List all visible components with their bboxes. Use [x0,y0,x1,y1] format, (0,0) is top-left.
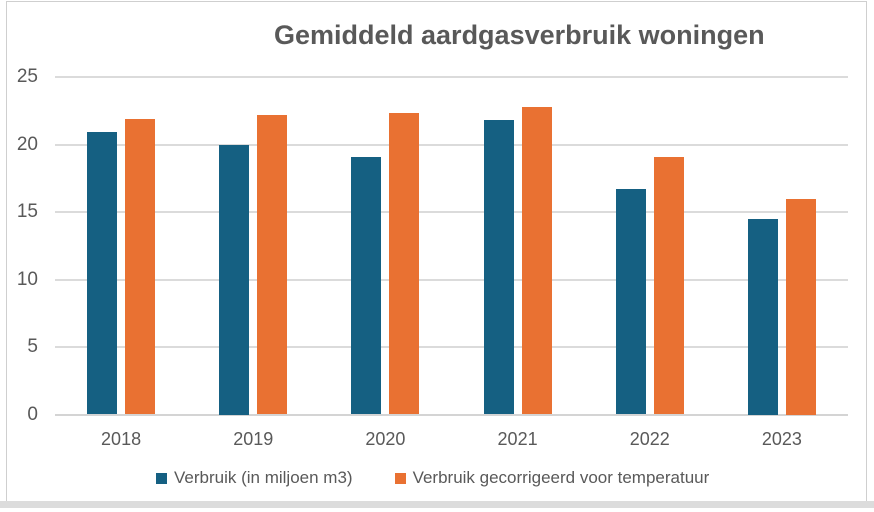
bar-2018-series1 [125,118,156,415]
x-tick-label: 2021 [497,429,538,449]
y-tick-label: 15 [16,201,38,222]
bar-2023-series0 [747,218,778,415]
gridline [55,143,848,146]
gridline [55,278,848,281]
bar-2022-series0 [615,189,646,415]
bar-2018-series0 [87,132,118,415]
bar-2019-series1 [257,114,288,415]
x-tick-label: 2022 [629,429,670,449]
bar-2021-series1 [521,106,552,415]
chart-title: Gemiddeld aardgasverbruik woningen [274,20,765,50]
bar-2022-series1 [653,156,684,415]
x-axis-line [55,413,848,416]
y-tick-label: 20 [16,133,38,155]
bar-2020-series0 [351,156,382,415]
bar-2020-series1 [389,113,420,415]
y-tick-label: 10 [16,268,38,290]
x-tick-label: 2018 [101,429,142,449]
legend-item-gecorrigeerd: Verbruik gecorrigeerd voor temperatuur [394,468,710,488]
x-tick-label: 2023 [761,429,802,449]
bar-2019-series0 [219,144,250,415]
bar-2023-series1 [785,198,816,415]
legend-swatch-gecorrigeerd [394,472,406,484]
gridline [55,76,848,78]
legend-item-verbruik: Verbruik (in miljoen m3) [156,468,353,488]
x-tick-label: 2019 [233,429,274,449]
gridline [55,211,848,213]
y-tick-label: 25 [16,66,38,87]
window-bottom-edge [0,501,874,508]
x-tick-label: 2020 [365,429,406,449]
y-tick-label: 5 [27,336,38,357]
legend-swatch-verbruik [156,472,167,484]
gridline [55,346,848,348]
legend-label-verbruik: Verbruik (in miljoen m3) [174,468,353,487]
legend-label-gecorrigeerd: Verbruik gecorrigeerd voor temperatuur [412,468,710,487]
chart-legend: Verbruik (in miljoen m3) Verbruik gecorr… [156,468,709,488]
y-tick-label: 0 [27,403,38,425]
bar-2021-series0 [483,120,514,415]
